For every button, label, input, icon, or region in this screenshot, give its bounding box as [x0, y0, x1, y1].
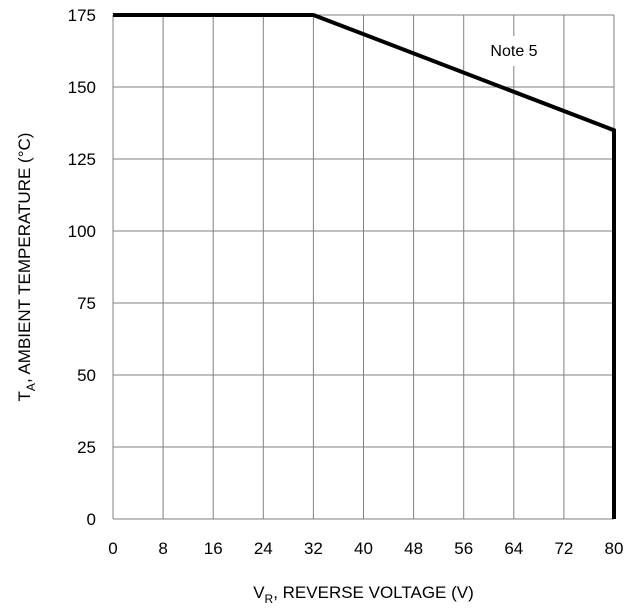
series-line-0: [113, 13, 616, 519]
x-tick-label-10: 80: [605, 539, 624, 558]
y-axis-title-rest: , AMBIENT TEMPERATURE (°C): [15, 133, 34, 384]
y-axis-title-main: T: [15, 391, 34, 401]
y-tick-label-7: 175: [68, 6, 96, 25]
grid: [112, 14, 615, 520]
x-tick-label-8: 64: [504, 539, 523, 558]
x-tick-labels: 0 8 16 24 32 40 48 56 64 72 80: [108, 539, 623, 558]
y-tick-label-1: 25: [77, 438, 96, 457]
y-axis-title: TA, AMBIENT TEMPERATURE (°C): [15, 133, 38, 402]
x-tick-label-0: 0: [108, 539, 117, 558]
x-axis-title-subscript: R: [265, 592, 274, 606]
y-tick-label-4: 100: [68, 222, 96, 241]
x-tick-label-7: 56: [454, 539, 473, 558]
y-tick-labels: 0 25 50 75 100 125 150 175: [68, 6, 96, 529]
x-tick-label-1: 8: [158, 539, 167, 558]
x-tick-label-9: 72: [554, 539, 573, 558]
note-annotation: Note 5: [470, 36, 558, 66]
y-tick-label-3: 75: [77, 294, 96, 313]
y-tick-label-2: 50: [77, 366, 96, 385]
y-tick-label-0: 0: [87, 510, 96, 529]
x-tick-label-2: 16: [204, 539, 223, 558]
x-axis-title: VR, REVERSE VOLTAGE (V): [253, 583, 474, 606]
y-tick-label-6: 150: [68, 78, 96, 97]
x-tick-label-4: 32: [304, 539, 323, 558]
x-tick-label-6: 48: [404, 539, 423, 558]
y-axis-title-subscript: A: [24, 383, 38, 391]
x-tick-label-5: 40: [354, 539, 373, 558]
note-background: [470, 36, 558, 66]
x-tick-label-3: 24: [254, 539, 273, 558]
y-tick-label-5: 125: [68, 150, 96, 169]
x-axis-title-rest: , REVERSE VOLTAGE (V): [273, 583, 474, 602]
x-axis-title-main: V: [253, 583, 265, 602]
series-layer: [113, 13, 616, 519]
note-label: Note 5: [490, 43, 537, 60]
